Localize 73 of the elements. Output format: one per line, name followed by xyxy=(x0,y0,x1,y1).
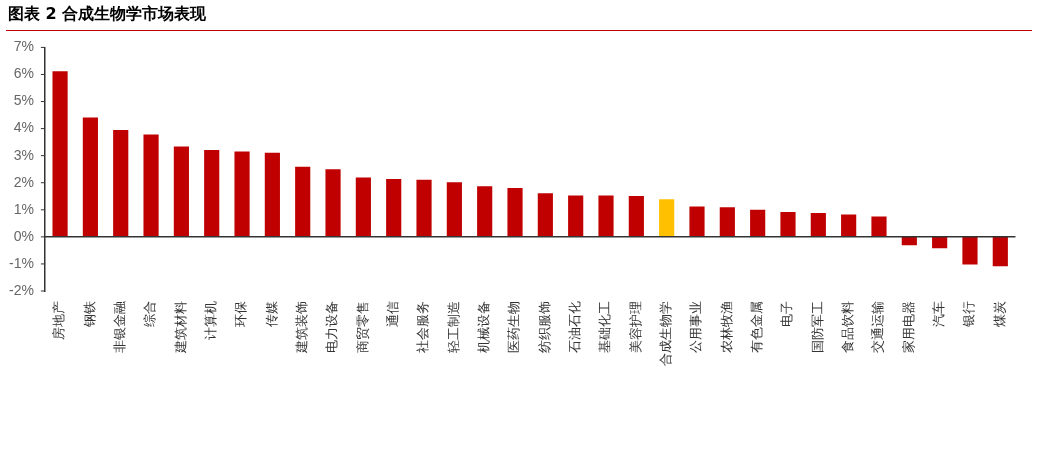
bar xyxy=(416,179,432,237)
bar xyxy=(871,216,887,237)
x-tick-label: 综合 xyxy=(142,301,158,327)
y-tick-label: -1% xyxy=(8,254,34,271)
bar xyxy=(82,117,98,237)
x-tick-label: 纺织服饰 xyxy=(536,301,552,353)
x-tick-label: 公用事业 xyxy=(688,301,704,353)
bar xyxy=(477,186,493,237)
y-tick-label: 0% xyxy=(13,227,34,244)
bar xyxy=(598,195,614,237)
bar xyxy=(537,193,553,237)
x-tick-label: 有色金属 xyxy=(749,301,765,353)
bar xyxy=(628,196,644,237)
bar xyxy=(568,195,584,237)
bar xyxy=(659,199,675,237)
x-tick-label: 基础化工 xyxy=(597,301,613,353)
bar xyxy=(295,166,311,237)
bar xyxy=(325,169,341,237)
x-tick-label: 国防军工 xyxy=(809,301,825,353)
bar xyxy=(689,206,705,237)
bar xyxy=(992,236,1008,267)
y-tick-label: 2% xyxy=(13,173,34,190)
x-tick-label: 医药生物 xyxy=(506,301,522,353)
x-tick-label: 电力设备 xyxy=(324,301,340,353)
bar xyxy=(173,146,189,237)
y-tick-label: -2% xyxy=(8,281,34,298)
x-tick-label: 建筑装饰 xyxy=(294,301,310,354)
bar xyxy=(446,182,462,237)
x-tick-label: 银行 xyxy=(961,301,977,328)
bar xyxy=(204,149,220,237)
x-tick-label: 农林牧渔 xyxy=(718,301,734,353)
x-tick-label: 计算机 xyxy=(203,301,219,340)
y-tick-label: 3% xyxy=(13,146,34,163)
bar xyxy=(962,236,978,265)
x-tick-label: 传媒 xyxy=(263,301,279,327)
x-tick-label: 环保 xyxy=(233,301,249,327)
bar xyxy=(234,151,250,237)
x-tick-label: 合成生物学 xyxy=(658,301,674,366)
bar xyxy=(355,177,371,237)
x-tick-label: 电子 xyxy=(779,301,795,327)
bar xyxy=(719,207,735,237)
x-tick-label: 轻工制造 xyxy=(445,301,461,353)
y-tick-label: 7% xyxy=(13,38,34,55)
x-tick-label: 通信 xyxy=(385,301,401,327)
bar xyxy=(264,152,280,237)
x-tick-label: 钢铁 xyxy=(81,301,97,328)
x-tick-label: 商贸零售 xyxy=(354,301,370,353)
x-tick-label: 美容护理 xyxy=(627,301,643,353)
bar xyxy=(386,178,402,237)
bar xyxy=(810,213,826,237)
bar xyxy=(143,134,159,237)
y-tick-label: 6% xyxy=(13,65,34,82)
bar xyxy=(113,129,129,237)
bar xyxy=(780,211,796,237)
x-tick-label: 石油石化 xyxy=(567,301,583,353)
y-tick-label: 1% xyxy=(13,200,34,217)
bar xyxy=(507,187,523,237)
y-tick-label: 5% xyxy=(13,92,34,109)
x-tick-label: 煤炭 xyxy=(991,301,1007,327)
x-tick-label: 非银金融 xyxy=(112,301,128,353)
bar xyxy=(52,71,68,237)
x-tick-label: 交通运输 xyxy=(870,301,886,353)
x-tick-label: 食品饮料 xyxy=(840,301,856,353)
y-tick-label: 4% xyxy=(13,119,34,136)
x-tick-label: 社会服务 xyxy=(415,301,431,353)
bar xyxy=(750,209,766,237)
x-tick-label: 机械设备 xyxy=(476,301,492,353)
chart-title: 图表 2 合成生物学市场表现 xyxy=(8,4,207,25)
x-tick-label: 房地产 xyxy=(51,301,67,340)
x-tick-label: 汽车 xyxy=(931,301,947,327)
bar xyxy=(841,214,857,237)
x-tick-label: 建筑材料 xyxy=(172,301,188,354)
x-tick-label: 家用电器 xyxy=(900,301,916,353)
